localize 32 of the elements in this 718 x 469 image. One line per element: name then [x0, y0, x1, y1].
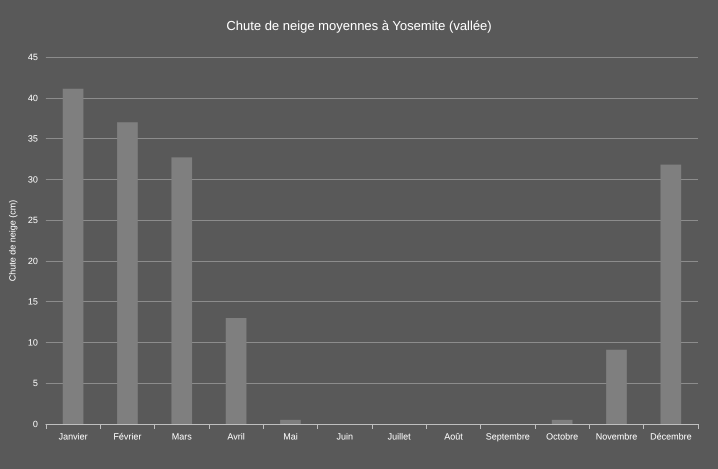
x-tick-label: Juin	[336, 432, 354, 442]
y-axis-title: Chute de neige (cm)	[8, 200, 18, 282]
x-tick-label: Avril	[227, 432, 245, 442]
y-tick-label: 25	[28, 215, 38, 226]
y-tick-label: 0	[32, 419, 38, 429]
bar	[226, 318, 246, 424]
x-tick-label: Septembre	[486, 432, 530, 442]
y-tick-label: 15	[28, 296, 38, 307]
bar	[280, 420, 301, 424]
bar	[552, 420, 572, 424]
y-tick-label: 10	[28, 337, 38, 348]
y-tick-label: 20	[28, 256, 38, 266]
x-tick-label: Mai	[283, 432, 298, 442]
x-tick-label: Novembre	[596, 432, 638, 442]
bar	[606, 350, 627, 424]
bar	[117, 122, 138, 424]
x-tick-label: Février	[113, 432, 142, 442]
x-tick-label: Janvier	[58, 432, 88, 442]
x-tick-label: Juillet	[388, 432, 412, 442]
x-tick-label: Octobre	[546, 432, 578, 442]
bar	[660, 164, 682, 424]
y-tick-label: 40	[28, 92, 38, 103]
y-tick-label: 45	[28, 52, 38, 62]
x-tick-label: Août	[444, 432, 464, 442]
bar	[62, 88, 84, 424]
bar	[171, 157, 192, 424]
chart-title: Chute de neige moyennes à Yosemite (vallée)	[226, 18, 492, 33]
y-tick-label: 5	[32, 378, 38, 388]
y-tick-label: 35	[28, 134, 38, 144]
x-tick-label: Mars	[172, 432, 192, 442]
x-tick-label: Décembre	[650, 432, 692, 442]
y-tick-label: 30	[28, 174, 38, 184]
